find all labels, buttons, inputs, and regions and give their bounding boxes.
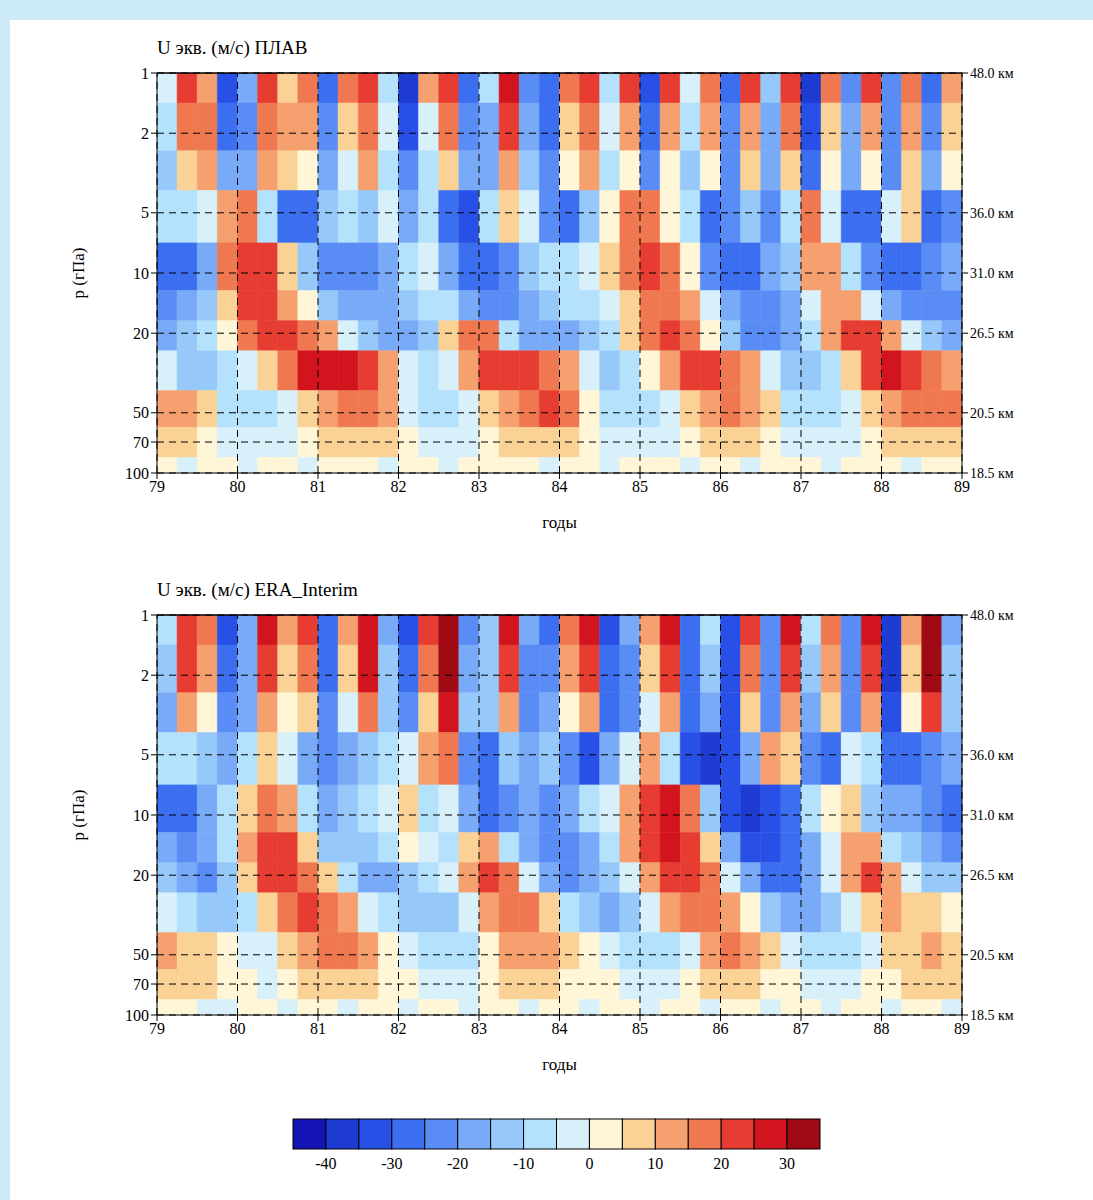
svg-text:-20: -20 bbox=[447, 1155, 468, 1172]
svg-text:31.0 км: 31.0 км bbox=[970, 266, 1014, 281]
html-text:U экв. (м/с) ПЛАВ: U экв. (м/с) ПЛАВ bbox=[157, 37, 308, 58]
svg-text:26.5 км: 26.5 км bbox=[970, 326, 1014, 341]
svg-text:20: 20 bbox=[713, 1155, 729, 1172]
svg-text:87: 87 bbox=[793, 478, 809, 495]
svg-text:48.0 км: 48.0 км bbox=[970, 608, 1014, 623]
svg-text:-30: -30 bbox=[381, 1155, 402, 1172]
svg-text:89: 89 bbox=[954, 478, 970, 495]
svg-text:82: 82 bbox=[391, 478, 407, 495]
svg-text:-10: -10 bbox=[513, 1155, 534, 1172]
svg-text:88: 88 bbox=[874, 1020, 890, 1037]
svg-text:5: 5 bbox=[141, 746, 149, 763]
html-text:U экв. (м/с) ERA_Interim: U экв. (м/с) ERA_Interim bbox=[157, 579, 358, 600]
svg-text:50: 50 bbox=[133, 404, 149, 421]
svg-text:31.0 км: 31.0 км bbox=[970, 808, 1014, 823]
svg-text:1: 1 bbox=[141, 65, 149, 82]
svg-text:50: 50 bbox=[133, 946, 149, 963]
svg-text:83: 83 bbox=[471, 478, 487, 495]
svg-text:79: 79 bbox=[149, 478, 165, 495]
svg-text:79: 79 bbox=[149, 1020, 165, 1037]
svg-text:30: 30 bbox=[779, 1155, 795, 1172]
svg-text:20.5 км: 20.5 км bbox=[970, 948, 1014, 963]
svg-text:годы: годы bbox=[542, 513, 577, 532]
svg-text:p (гПа): p (гПа) bbox=[69, 248, 88, 299]
svg-text:86: 86 bbox=[713, 478, 729, 495]
svg-text:20: 20 bbox=[133, 325, 149, 342]
svg-text:80: 80 bbox=[230, 478, 246, 495]
svg-text:36.0 км: 36.0 км bbox=[970, 748, 1014, 763]
svg-text:70: 70 bbox=[133, 976, 149, 993]
svg-text:100: 100 bbox=[125, 1007, 149, 1024]
svg-text:2: 2 bbox=[141, 125, 149, 142]
svg-text:36.0 км: 36.0 км bbox=[970, 206, 1014, 221]
svg-text:18.5 км: 18.5 км bbox=[970, 466, 1014, 481]
svg-text:10: 10 bbox=[133, 807, 149, 824]
svg-text:82: 82 bbox=[391, 1020, 407, 1037]
svg-text:26.5 км: 26.5 км bbox=[970, 868, 1014, 883]
svg-text:2: 2 bbox=[141, 667, 149, 684]
svg-text:5: 5 bbox=[141, 204, 149, 221]
svg-text:85: 85 bbox=[632, 1020, 648, 1037]
svg-text:81: 81 bbox=[310, 478, 326, 495]
svg-text:годы: годы bbox=[542, 1055, 577, 1074]
svg-text:1: 1 bbox=[141, 607, 149, 624]
svg-text:p (гПа): p (гПа) bbox=[69, 790, 88, 841]
svg-text:83: 83 bbox=[471, 1020, 487, 1037]
svg-text:18.5 км: 18.5 км bbox=[970, 1008, 1014, 1023]
svg-text:20: 20 bbox=[133, 867, 149, 884]
svg-text:70: 70 bbox=[133, 434, 149, 451]
svg-text:-40: -40 bbox=[315, 1155, 336, 1172]
svg-text:85: 85 bbox=[632, 478, 648, 495]
svg-text:87: 87 bbox=[793, 1020, 809, 1037]
svg-text:86: 86 bbox=[713, 1020, 729, 1037]
svg-text:0: 0 bbox=[585, 1155, 593, 1172]
svg-text:89: 89 bbox=[954, 1020, 970, 1037]
svg-text:84: 84 bbox=[552, 478, 568, 495]
svg-text:84: 84 bbox=[552, 1020, 568, 1037]
svg-text:10: 10 bbox=[647, 1155, 663, 1172]
svg-text:20.5 км: 20.5 км bbox=[970, 406, 1014, 421]
svg-text:88: 88 bbox=[874, 478, 890, 495]
svg-text:48.0 км: 48.0 км bbox=[970, 66, 1014, 81]
svg-text:100: 100 bbox=[125, 465, 149, 482]
svg-text:10: 10 bbox=[133, 265, 149, 282]
svg-text:81: 81 bbox=[310, 1020, 326, 1037]
svg-text:80: 80 bbox=[230, 1020, 246, 1037]
